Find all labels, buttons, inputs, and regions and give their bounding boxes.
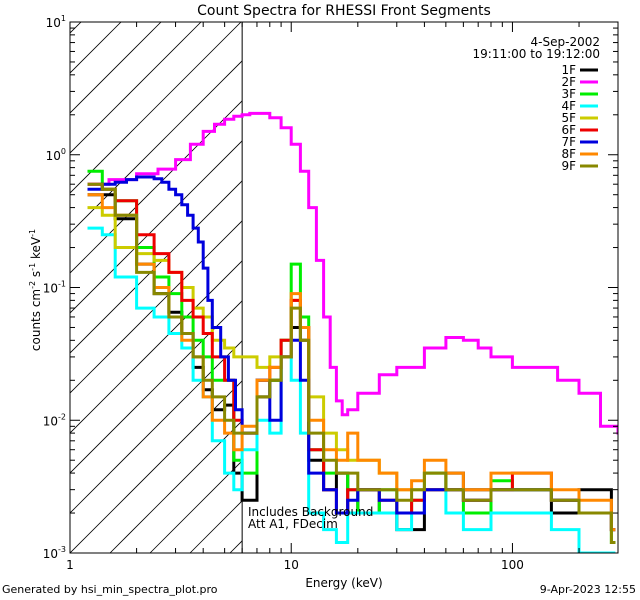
legend-label-4F: 4F xyxy=(561,99,576,113)
footer-timestamp: 9-Apr-2023 12:55 xyxy=(539,583,636,596)
legend-time-range: 19:11:00 to 19:12:00 xyxy=(473,47,600,61)
x-tick-label: 10 xyxy=(284,558,299,572)
legend-label-5F: 5F xyxy=(561,111,576,125)
chart-title: Count Spectra for RHESSI Front Segments xyxy=(197,3,491,19)
series-1F xyxy=(87,193,616,532)
hatch-line xyxy=(70,22,162,114)
hatch-line xyxy=(70,22,202,154)
series-9F xyxy=(87,182,616,544)
legend-label-6F: 6F xyxy=(561,123,576,137)
legend-label-8F: 8F xyxy=(561,147,576,161)
series-3F xyxy=(87,169,616,544)
x-tick-label: 1 xyxy=(66,558,74,572)
hatch-line xyxy=(70,22,242,194)
legend-label-3F: 3F xyxy=(561,87,576,101)
series-8F xyxy=(87,193,616,532)
series-4F xyxy=(87,226,616,553)
hatch-line xyxy=(109,420,243,553)
hatch-line xyxy=(70,220,243,394)
series-6F xyxy=(87,182,616,532)
hatch-line xyxy=(70,300,243,474)
hatch-line xyxy=(70,380,243,553)
y-tick-label: 100 xyxy=(46,147,66,163)
footer-generator: Generated by hsi_min_spectra_plot.pro xyxy=(2,583,218,596)
y-tick-label: 10-3 xyxy=(43,545,66,561)
y-tick-label: 10-2 xyxy=(43,412,66,428)
series-2F xyxy=(87,111,618,435)
hatch-line xyxy=(70,260,243,434)
series-7F xyxy=(87,175,616,532)
legend-label-9F: 9F xyxy=(561,159,576,173)
hatch-line xyxy=(70,180,243,354)
legend-date: 4-Sep-2002 xyxy=(531,35,600,49)
legend-label-7F: 7F xyxy=(561,135,576,149)
legend-label-2F: 2F xyxy=(561,75,576,89)
hatch-line xyxy=(70,100,243,274)
y-tick-label: 10-1 xyxy=(43,280,66,296)
note-attenuator: Att A1, FDecim xyxy=(248,517,338,531)
hatch-line xyxy=(70,60,243,234)
x-tick-label: 100 xyxy=(501,558,524,572)
y-tick-label: 101 xyxy=(46,14,66,30)
y-axis-label: counts cm-2 s-1 keV-1 xyxy=(28,229,43,351)
legend-label-1F: 1F xyxy=(561,63,576,77)
x-axis-label: Energy (keV) xyxy=(305,576,382,590)
hatch-line xyxy=(70,140,243,314)
hatch-line xyxy=(70,340,243,514)
note-background: Includes Background xyxy=(248,505,373,519)
excluded-energy-hatch xyxy=(70,22,243,553)
hatch-line xyxy=(70,22,82,34)
